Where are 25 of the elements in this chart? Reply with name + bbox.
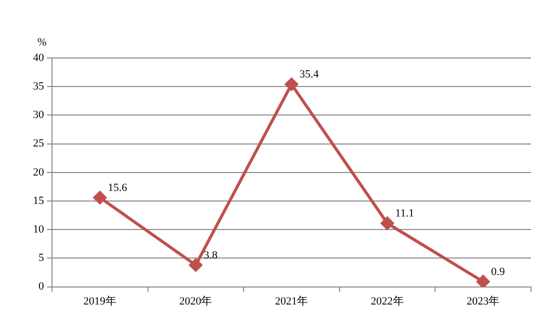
y-axis-title: %	[37, 36, 47, 48]
point	[93, 191, 106, 204]
y-tick-label: 25	[33, 138, 44, 150]
x-tick-label: 2019年	[83, 295, 116, 308]
data-label: 15.6	[108, 182, 128, 194]
data-label: 0.9	[491, 266, 506, 278]
x-tick-label: 2022年	[370, 295, 404, 308]
data-label: 3.8	[204, 249, 218, 262]
point	[285, 78, 298, 91]
data-label: 35.4	[300, 68, 320, 81]
y-tick-label: 10	[33, 223, 44, 236]
point	[189, 258, 202, 272]
y-tick-label: 5	[38, 252, 44, 264]
x-tick-label: 2023年	[466, 295, 500, 308]
y-tick-label: 15	[33, 194, 44, 207]
data-label: 11.1	[395, 208, 414, 220]
x-tick-label: 2021年	[275, 295, 308, 308]
point	[476, 275, 490, 287]
y-tick-label: 30	[33, 109, 44, 122]
y-tick-label: 40	[33, 52, 44, 64]
y-tick-label: 20	[33, 166, 44, 178]
point	[380, 216, 394, 230]
y-tick-label: 0	[38, 280, 44, 293]
x-tick-label: 2020年	[179, 295, 212, 308]
y-tick-label: 35	[33, 80, 44, 92]
